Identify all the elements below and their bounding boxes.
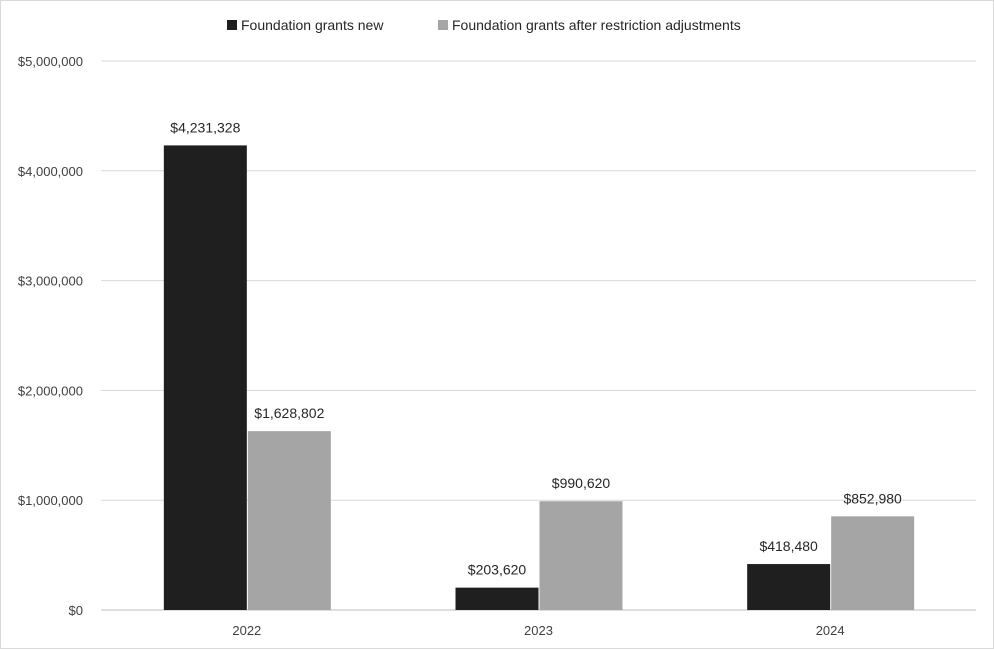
bar-2024-series-2 [831, 516, 915, 610]
legend-swatch-series-1 [227, 20, 237, 30]
y-tick-label: $0 [69, 603, 83, 618]
legend: Foundation grants new Foundation grants a… [227, 17, 741, 33]
y-tick-label: $1,000,000 [18, 493, 83, 508]
data-label-2022-series-1: $4,231,328 [170, 119, 240, 135]
data-label-2023-series-2: $990,620 [552, 475, 611, 491]
data-labels: $4,231,328 $1,628,802 $203,620 $990,620 $418… [170, 119, 902, 577]
data-label-2023-series-1: $203,620 [468, 562, 527, 578]
x-tick-label: 2023 [524, 623, 553, 638]
bar-2024-series-1 [747, 564, 831, 610]
y-tick-label: $5,000,000 [18, 54, 83, 69]
bar-2023-series-1 [455, 587, 539, 610]
x-tick-label: 2022 [232, 623, 261, 638]
legend-label-series-2: Foundation grants after restriction adju… [452, 17, 741, 33]
data-label-2024-series-2: $852,980 [843, 490, 902, 506]
data-label-2022-series-2: $1,628,802 [254, 405, 324, 421]
y-tick-label: $4,000,000 [18, 164, 83, 179]
legend-swatch-series-2 [438, 20, 448, 30]
y-tick-label: $2,000,000 [18, 383, 83, 398]
bar-2023-series-2 [539, 501, 623, 610]
legend-label-series-1: Foundation grants new [241, 17, 384, 33]
bars [163, 145, 915, 610]
x-tick-label: 2024 [816, 623, 845, 638]
y-tick-label: $3,000,000 [18, 274, 83, 289]
bar-2022-series-1 [163, 145, 247, 610]
bar-2022-series-2 [247, 431, 331, 610]
data-label-2024-series-1: $418,480 [759, 538, 818, 554]
x-axis: 2022 2023 2024 [232, 623, 844, 638]
y-axis: $0 $1,000,000 $2,000,000 $3,000,000 $4,000,0… [18, 54, 83, 618]
